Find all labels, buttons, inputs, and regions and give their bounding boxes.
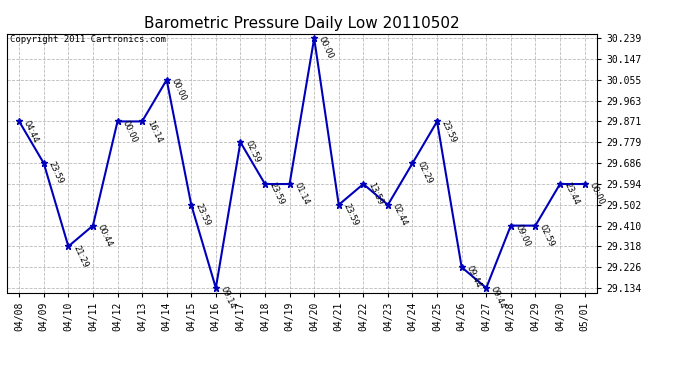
Text: 01:14: 01:14 — [293, 181, 310, 207]
Text: Copyright 2011 Cartronics.com: Copyright 2011 Cartronics.com — [10, 35, 166, 44]
Title: Barometric Pressure Daily Low 20110502: Barometric Pressure Daily Low 20110502 — [144, 16, 460, 31]
Text: 23:59: 23:59 — [342, 202, 359, 228]
Text: 09:14: 09:14 — [219, 285, 237, 310]
Text: 00:00: 00:00 — [170, 77, 188, 102]
Text: 23:44: 23:44 — [563, 181, 581, 207]
Text: 23:59: 23:59 — [194, 202, 213, 228]
Text: 23:59: 23:59 — [440, 118, 458, 144]
Text: 04:44: 04:44 — [22, 118, 40, 144]
Text: 02:29: 02:29 — [415, 160, 433, 186]
Text: 00:00: 00:00 — [587, 181, 606, 207]
Text: 09:00: 09:00 — [513, 223, 532, 248]
Text: 16:14: 16:14 — [145, 118, 163, 144]
Text: 09:44: 09:44 — [489, 285, 507, 310]
Text: 00:00: 00:00 — [317, 36, 335, 61]
Text: 00:00: 00:00 — [120, 118, 139, 144]
Text: 00:44: 00:44 — [96, 223, 114, 248]
Text: 02:59: 02:59 — [538, 223, 556, 248]
Text: 23:59: 23:59 — [46, 160, 65, 186]
Text: 02:44: 02:44 — [391, 202, 409, 227]
Text: 21:29: 21:29 — [71, 244, 89, 269]
Text: 02:59: 02:59 — [243, 140, 262, 165]
Text: 09:44: 09:44 — [464, 264, 482, 290]
Text: 23:59: 23:59 — [268, 181, 286, 207]
Text: 13:59: 13:59 — [366, 181, 384, 207]
